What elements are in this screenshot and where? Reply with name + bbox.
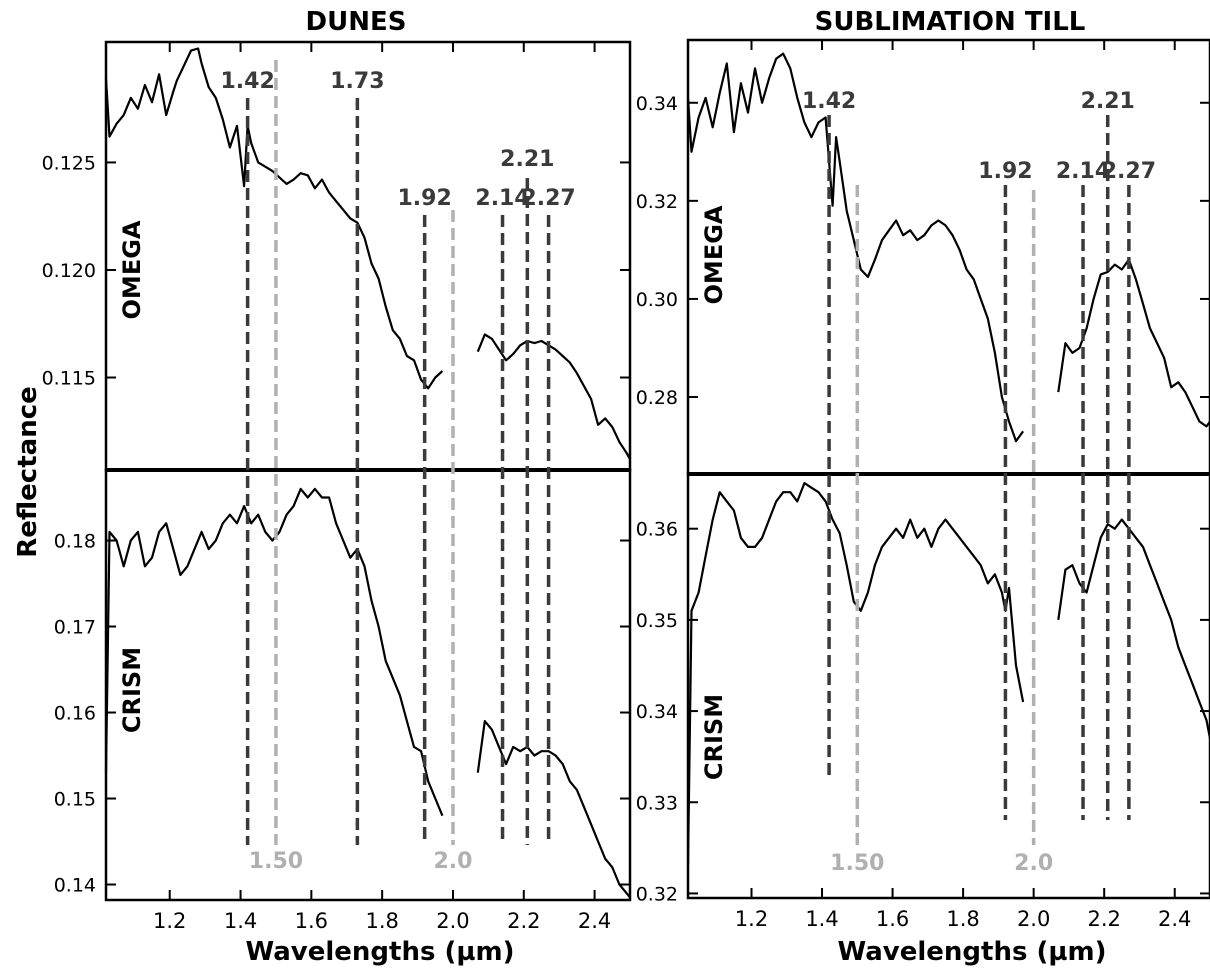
band-label-1-42: 1.42 [802, 89, 856, 114]
y-tick-label: 0.125 [42, 152, 96, 174]
y-tick-label: 0.35 [636, 610, 678, 632]
band-label-2-0: 2.0 [433, 849, 472, 874]
x-tick-label: 1.8 [946, 907, 979, 931]
y-tick-label: 0.36 [636, 519, 678, 541]
band-label-1-92: 1.92 [398, 186, 452, 211]
band-label-2-14: 2.14 [475, 186, 529, 211]
chart-title-sublimation-till: SUBLIMATION TILL [815, 7, 1086, 37]
y-tick-label: 0.28 [636, 387, 678, 409]
x-tick-label: 2.4 [1158, 907, 1191, 931]
panel-crism: 0.14 0.15 0.16 0.17 0.18 CRISM [54, 468, 632, 902]
panel-frame [104, 40, 632, 472]
band-label-1-73: 1.73 [330, 69, 384, 94]
spectrum-line-1 [104, 47, 444, 390]
x-tick-label: 1.4 [224, 909, 257, 933]
x-tick-label: 1.2 [153, 909, 186, 933]
chart-sublimation-till: 0.280.300.320.34OMEGA0.320.330.340.350.3… [636, 38, 1210, 931]
x-tick-label: 1.4 [805, 907, 838, 931]
instrument-label-omega: OMEGA [700, 205, 728, 304]
panel-omega: 0.115 0.120 0.125 OMEGA [42, 40, 632, 472]
x-tick-label: 1.6 [295, 909, 328, 933]
chart-title-dunes: DUNES [306, 7, 407, 37]
x-tick-label: 1.8 [365, 909, 398, 933]
y-tick-label: 0.120 [42, 260, 96, 282]
band-label-2-27: 2.27 [521, 186, 575, 211]
instrument-label-omega: OMEGA [118, 220, 146, 319]
instrument-label-crism: CRISM [700, 694, 728, 780]
panel-crism: 0.32 0.33 0.34 0.35 0.36 CRISM [636, 472, 1210, 905]
y-tick-label: 0.32 [636, 191, 678, 213]
x-tick-label: 1.2 [735, 907, 768, 931]
band-label-1-92: 1.92 [978, 159, 1032, 184]
x-tick-label: 2.4 [578, 909, 611, 933]
x-axis-label-sublimation-till: Wavelengths (µm) [837, 937, 1106, 967]
spectrum-line-2 [1057, 258, 1210, 428]
y-tick-label: 0.33 [636, 792, 678, 814]
y-tick-label: 0.14 [54, 875, 96, 897]
y-tick-label: 0.15 [54, 789, 96, 811]
band-label-1-50: 1.50 [249, 849, 303, 874]
y-tick-label: 0.115 [42, 368, 96, 390]
y-tick-label: 0.16 [54, 703, 96, 725]
y-tick-label: 0.34 [636, 93, 678, 115]
y-tick-label: 0.32 [636, 883, 678, 905]
band-label-2-21: 2.21 [500, 147, 554, 172]
y-tick-label: 0.17 [54, 617, 96, 639]
band-label-2-27: 2.27 [1102, 159, 1156, 184]
chart-dunes: 0.115 0.120 0.125 OMEGA 0.14 0.15 0.16 0.17 0.18… [42, 40, 632, 933]
spectrum-line-1 [686, 52, 1024, 443]
y-axis-label: Reflectance [13, 386, 43, 558]
band-label-2-21: 2.21 [1081, 89, 1135, 114]
band-label-1-42: 1.42 [220, 69, 274, 94]
y-tick-label: 0.30 [636, 289, 678, 311]
x-axis-label-dunes: Wavelengths (µm) [245, 937, 514, 967]
band-label-1-50: 1.50 [830, 851, 884, 876]
spectrum-line-2 [476, 333, 631, 460]
panel-frame [104, 468, 632, 902]
x-tick-label: 2.0 [436, 909, 469, 933]
x-tick-label: 2.2 [507, 909, 540, 933]
spectrum-line-2 [476, 720, 631, 899]
panel-frame [686, 472, 1210, 900]
band-label-2-0: 2.0 [1014, 851, 1053, 876]
instrument-label-crism: CRISM [118, 647, 146, 733]
spectrum-line-2 [1057, 518, 1210, 739]
x-tick-label: 1.6 [876, 907, 909, 931]
band-label-2-14: 2.14 [1056, 159, 1110, 184]
x-tick-label: 2.0 [1017, 907, 1050, 931]
y-tick-label: 0.34 [636, 701, 678, 723]
spectrum-line-1 [104, 487, 444, 817]
y-tick-label: 0.18 [54, 531, 96, 553]
x-tick-label: 2.2 [1087, 907, 1120, 931]
